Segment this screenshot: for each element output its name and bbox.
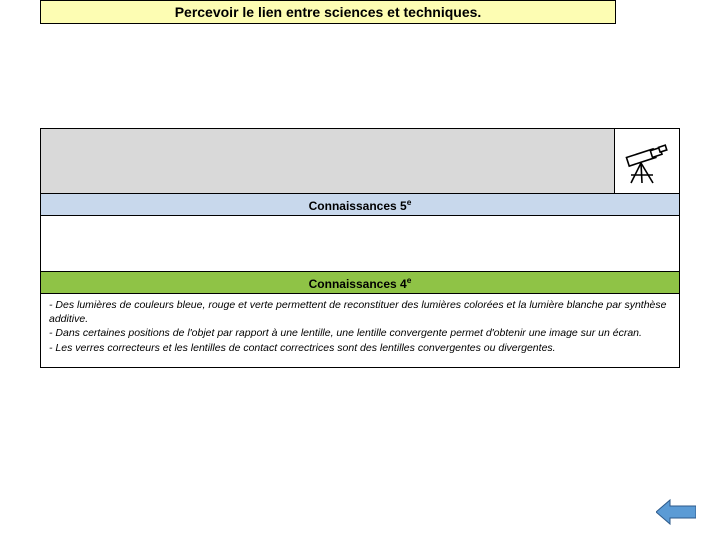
- title-banner: Percevoir le lien entre sciences et tech…: [40, 0, 616, 24]
- header-connaissances-4e: Connaissances 4e: [41, 271, 679, 293]
- top-left-cell: [41, 129, 615, 193]
- content-4e-line2: - Dans certaines positions de l'objet pa…: [49, 326, 671, 340]
- content-5e-blank: [41, 215, 679, 271]
- header-connaissances-5e: Connaissances 5e: [41, 193, 679, 215]
- header-4e-label: Connaissances 4e: [309, 275, 412, 291]
- telescope-icon: [619, 133, 675, 189]
- top-row: [41, 129, 679, 193]
- content-4e-line3: - Les verres correcteurs et les lentille…: [49, 341, 671, 355]
- content-4e: - Des lumières de couleurs bleue, rouge …: [41, 293, 679, 367]
- back-arrow-icon: [656, 500, 696, 524]
- header-5e-label: Connaissances 5e: [309, 197, 412, 213]
- back-arrow-button[interactable]: [656, 498, 696, 526]
- telescope-cell: [615, 129, 679, 193]
- content-4e-line1: - Des lumières de couleurs bleue, rouge …: [49, 298, 671, 326]
- title-text: Percevoir le lien entre sciences et tech…: [175, 4, 482, 20]
- main-table: Connaissances 5e Connaissances 4e - Des …: [40, 128, 680, 368]
